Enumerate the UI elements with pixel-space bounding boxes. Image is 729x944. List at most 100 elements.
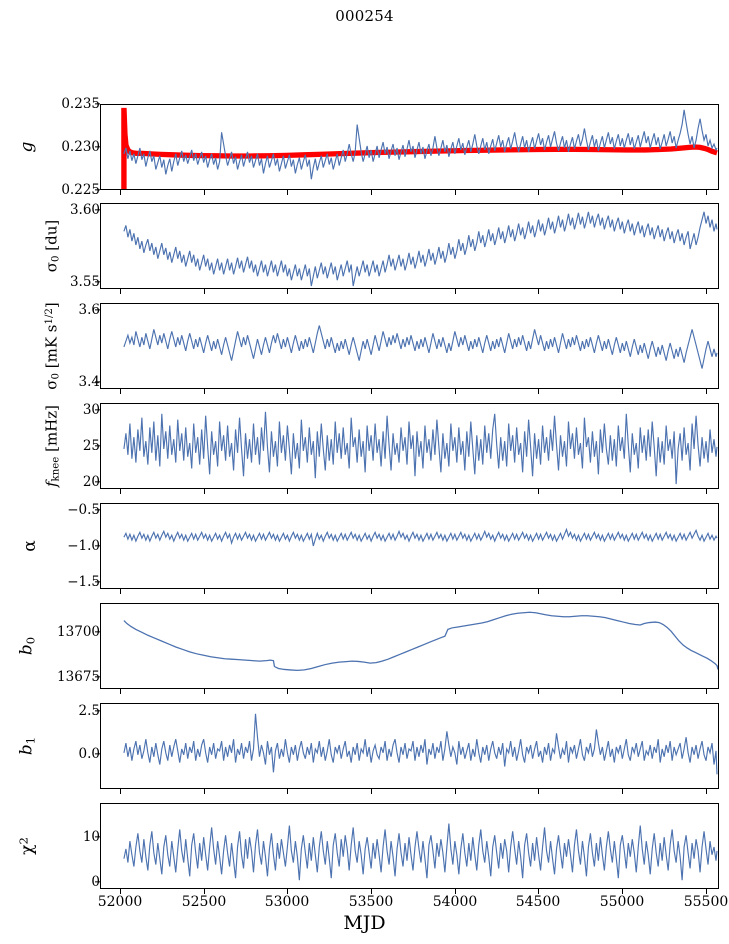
panel-fknee-ytick-1: 25	[82, 438, 100, 454]
panel-sigma0-mk-xtick-7	[706, 389, 708, 394]
panel-b0-ytick-1: 13700	[57, 624, 100, 640]
chi2-line	[123, 823, 718, 881]
panel-alpha-xtick-2	[287, 589, 289, 594]
xaxis-label: MJD	[343, 912, 386, 934]
panel-sigma0-du-ylabel: σ0 [du]	[42, 219, 62, 273]
panel-sigma0-mk-xtick-5	[538, 389, 540, 394]
panel-b0	[100, 603, 719, 689]
panel-gain-xtick-5	[538, 190, 540, 195]
panel-sigma0-du-xtick-3	[371, 289, 373, 294]
panel-fknee-xtick-1	[204, 489, 206, 494]
gain-data-line	[123, 109, 718, 180]
panel-gain-xtick-6	[622, 190, 624, 195]
panel-gain-ytick-0: 0.225	[61, 182, 100, 198]
panel-sigma0-du-xtick-2	[287, 289, 289, 294]
panel-b0-xtick-7	[706, 689, 708, 694]
panel-alpha-ytick-0: −1.5	[67, 574, 100, 590]
panel-sigma0-du-tickmark-1	[95, 209, 100, 211]
panel-b0-plot	[123, 611, 718, 672]
panel-chi2-xtick-1	[204, 889, 206, 894]
panel-sigma0-du-xtick-5	[538, 289, 540, 294]
panel-fknee-xtick-0	[120, 489, 122, 494]
panel-chi2-xtick-7	[706, 889, 708, 894]
panel-alpha-xtick-6	[622, 589, 624, 594]
panel-alpha-xtick-4	[455, 589, 457, 594]
panel-gain-ylabel: g	[17, 141, 37, 153]
panel-b1-xtick-2	[287, 789, 289, 794]
panel-fknee-xtick-7	[706, 489, 708, 494]
panel-sigma0-mk	[100, 303, 719, 389]
panel-alpha-tickmark-2	[95, 509, 100, 511]
panel-chi2-xtick-5	[538, 889, 540, 894]
panel-alpha-ytick-1: −1.0	[67, 538, 100, 554]
panel-chi2-xtick-6	[622, 889, 624, 894]
panel-gain	[100, 104, 719, 190]
panel-gain-xtick-1	[204, 190, 206, 195]
panel-fknee-xtick-4	[455, 489, 457, 494]
panel-b1-xtick-0	[120, 789, 122, 794]
panel-sigma0-mk-xtick-4	[455, 389, 457, 394]
panel-sigma0-mk-tickmark-1	[95, 309, 100, 311]
panel-gain-plot	[121, 107, 718, 189]
xaxis-ticklabel-2: 53000	[264, 894, 310, 910]
xaxis-ticklabel-7: 55500	[683, 894, 729, 910]
panel-chi2	[100, 803, 719, 889]
sigma0-du-line	[123, 211, 718, 287]
panel-b1-plot	[123, 713, 718, 775]
panel-gain-xtick-2	[287, 190, 289, 195]
panel-sigma0-mk-xtick-1	[204, 389, 206, 394]
panel-b0-xtick-6	[622, 689, 624, 694]
panel-b1	[100, 703, 719, 789]
panel-b1-xtick-3	[371, 789, 373, 794]
panel-sigma0-mk-plot	[123, 325, 718, 369]
panel-alpha-plot	[123, 527, 718, 547]
panel-fknee-xtick-6	[622, 489, 624, 494]
panel-alpha-ytick-2: −0.5	[67, 502, 100, 518]
panel-gain-tickmark-0	[95, 189, 100, 191]
xaxis-ticklabel-0: 52000	[97, 894, 143, 910]
panel-sigma0-du-plot	[123, 211, 718, 287]
panel-gain-ytick-1: 0.230	[61, 139, 100, 155]
panel-sigma0-mk-xtick-6	[622, 389, 624, 394]
xaxis-ticklabel-3: 53500	[348, 894, 394, 910]
panel-alpha-tickmark-1	[95, 545, 100, 547]
panel-alpha-xtick-3	[371, 589, 373, 594]
panel-chi2-ylabel: χ2	[16, 837, 38, 855]
xaxis-ticklabel-6: 55000	[599, 894, 645, 910]
panel-sigma0-mk-ytick-1: 3.6	[78, 302, 100, 318]
panel-chi2-xtick-3	[371, 889, 373, 894]
panel-chi2-xtick-0	[120, 889, 122, 894]
panel-sigma0-du	[100, 203, 719, 289]
xaxis-ticklabel-5: 54500	[515, 894, 561, 910]
panel-b0-ytick-0: 13675	[57, 669, 100, 685]
panel-alpha-xtick-0	[120, 589, 122, 594]
panel-b0-xtick-1	[204, 689, 206, 694]
panel-fknee-xtick-2	[287, 489, 289, 494]
panel-fknee-tickmark-0	[95, 481, 100, 483]
panel-alpha-xtick-1	[204, 589, 206, 594]
panel-chi2-xtick-4	[455, 889, 457, 894]
panel-alpha-xtick-7	[706, 589, 708, 594]
panel-sigma0-du-ytick-1: 3.60	[69, 202, 100, 218]
panel-fknee-ytick-2: 30	[82, 402, 100, 418]
panel-b0-xtick-3	[371, 689, 373, 694]
figure-title: 000254	[335, 7, 394, 25]
b0-line	[123, 611, 718, 672]
panel-gain-tickmark-2	[95, 103, 100, 105]
panel-gain-xtick-4	[455, 190, 457, 195]
panel-b0-xtick-4	[455, 689, 457, 694]
panel-sigma0-du-xtick-1	[204, 289, 206, 294]
panel-fknee-xtick-3	[371, 489, 373, 494]
xaxis-ticklabel-4: 54000	[432, 894, 478, 910]
b1-line	[123, 713, 718, 775]
panel-sigma0-mk-tickmark-0	[95, 381, 100, 383]
alpha-line	[123, 527, 718, 547]
panel-b1-xtick-4	[455, 789, 457, 794]
panel-b1-ytick-0: 0.0	[78, 746, 100, 762]
panel-b1-xtick-5	[538, 789, 540, 794]
panel-alpha	[100, 503, 719, 589]
panel-b1-xtick-6	[622, 789, 624, 794]
fknee-line	[123, 411, 718, 485]
panel-b0-xtick-0	[120, 689, 122, 694]
